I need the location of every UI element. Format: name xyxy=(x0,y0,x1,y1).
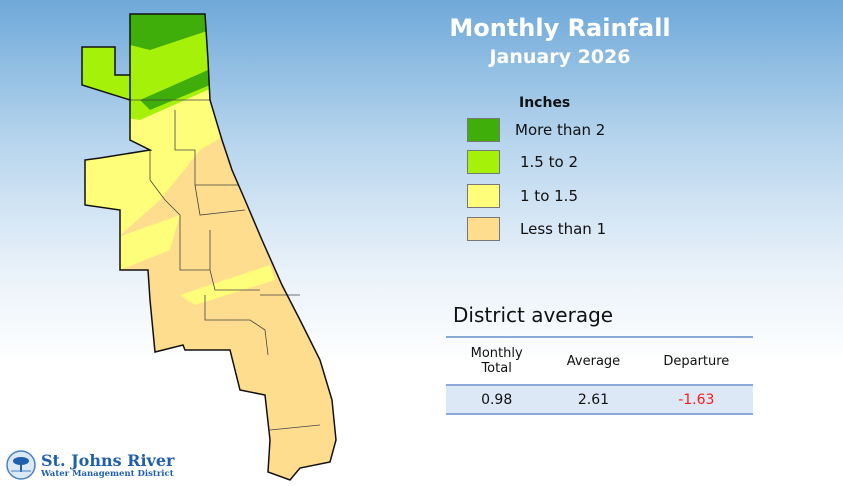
header-average: Average xyxy=(547,336,640,386)
region-1-to-1.5-south xyxy=(110,215,180,270)
legend-swatch xyxy=(467,118,500,142)
county-boundaries xyxy=(130,99,321,431)
logo-subname: Water Management District xyxy=(41,468,174,479)
district-average-table: Monthly Total Average Departure 0.98 2.6… xyxy=(446,336,753,415)
legend-swatch xyxy=(467,150,500,174)
district-seal-icon xyxy=(6,450,36,480)
monthly-total-value: 0.98 xyxy=(446,385,548,415)
header-departure: Departure xyxy=(639,336,753,386)
legend-swatch xyxy=(467,184,500,208)
region-1-to-1.5-band xyxy=(180,265,275,305)
legend-item-1-to-1.5: 1 to 1.5 xyxy=(467,183,578,209)
map-subtitle: January 2026 xyxy=(489,46,631,68)
legend-item-1.5-to-2: 1.5 to 2 xyxy=(467,149,578,175)
legend-swatch xyxy=(467,217,500,241)
legend-label: 1 to 1.5 xyxy=(520,187,578,205)
logo-name: St. Johns River xyxy=(41,450,175,470)
legend-title: Inches xyxy=(519,95,571,111)
legend-label: More than 2 xyxy=(515,121,606,139)
average-value: 2.61 xyxy=(547,385,640,415)
map-title: Monthly Rainfall xyxy=(449,14,671,42)
departure-value: -1.63 xyxy=(639,385,753,415)
legend-label: 1.5 to 2 xyxy=(520,153,578,171)
legend-label: Less than 1 xyxy=(520,220,607,238)
legend-item-less-than-1: Less than 1 xyxy=(467,216,606,242)
header-monthly-total: Monthly Total xyxy=(446,336,548,386)
table-row: 0.98 2.61 -1.63 xyxy=(446,385,753,415)
region-more-than-2 xyxy=(130,14,210,50)
district-average-title: District average xyxy=(453,303,614,327)
sjrwmd-logo: St. Johns River Water Management Distric… xyxy=(6,450,174,480)
legend-item-more-than-2: More than 2 xyxy=(467,117,605,143)
